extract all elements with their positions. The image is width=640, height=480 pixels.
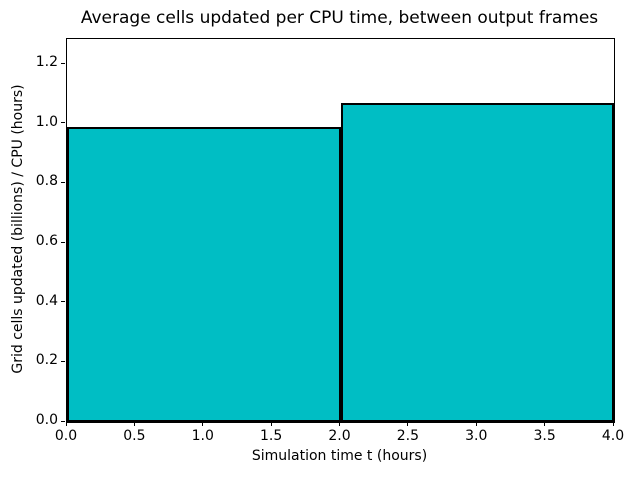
x-tick-mark: [270, 422, 272, 426]
y-axis-label: Grid cells updated (billions) / CPU (hou…: [10, 84, 26, 374]
x-tick-mark: [544, 422, 546, 426]
x-tick-mark: [65, 422, 67, 426]
x-tick-mark: [202, 422, 204, 426]
y-tick-mark: [61, 301, 65, 303]
y-tick-label: 0.2: [35, 352, 58, 369]
y-tick-mark: [61, 62, 65, 64]
y-tick-mark: [61, 181, 65, 183]
y-tick-label: 1.2: [35, 54, 58, 71]
y-tick-label: 0.8: [35, 173, 58, 190]
x-tick-mark: [612, 422, 614, 426]
chart-title: Average cells updated per CPU time, betw…: [80, 8, 599, 28]
x-tick-label: 2.0: [328, 428, 351, 444]
x-tick-label: 1.0: [191, 428, 214, 444]
y-tick-mark: [61, 360, 65, 362]
x-tick-label: 0.0: [54, 428, 78, 444]
bar: [340, 102, 614, 422]
y-tick-mark: [61, 420, 65, 422]
x-tick-mark: [133, 422, 135, 426]
y-tick-label: 0.6: [35, 233, 58, 250]
x-tick-label: 3.0: [465, 428, 488, 444]
x-tick-label: 2.5: [396, 428, 419, 444]
x-tick-label: 3.5: [533, 428, 556, 444]
y-tick-mark: [61, 122, 65, 124]
x-tick-mark: [475, 422, 477, 426]
plot-area: [66, 38, 615, 423]
bar: [67, 126, 341, 422]
x-tick-label: 1.5: [259, 428, 283, 444]
x-axis-label: Simulation time t (hours): [251, 448, 428, 464]
x-tick-mark: [339, 422, 340, 426]
x-tick-label: 4.0: [601, 428, 625, 444]
y-tick-label: 0.0: [35, 412, 58, 428]
y-tick-mark: [61, 241, 65, 243]
x-tick-mark: [407, 422, 409, 426]
y-tick-label: 1.0: [35, 113, 58, 130]
x-tick-label: 0.5: [123, 428, 146, 444]
y-tick-label: 0.4: [35, 292, 58, 309]
